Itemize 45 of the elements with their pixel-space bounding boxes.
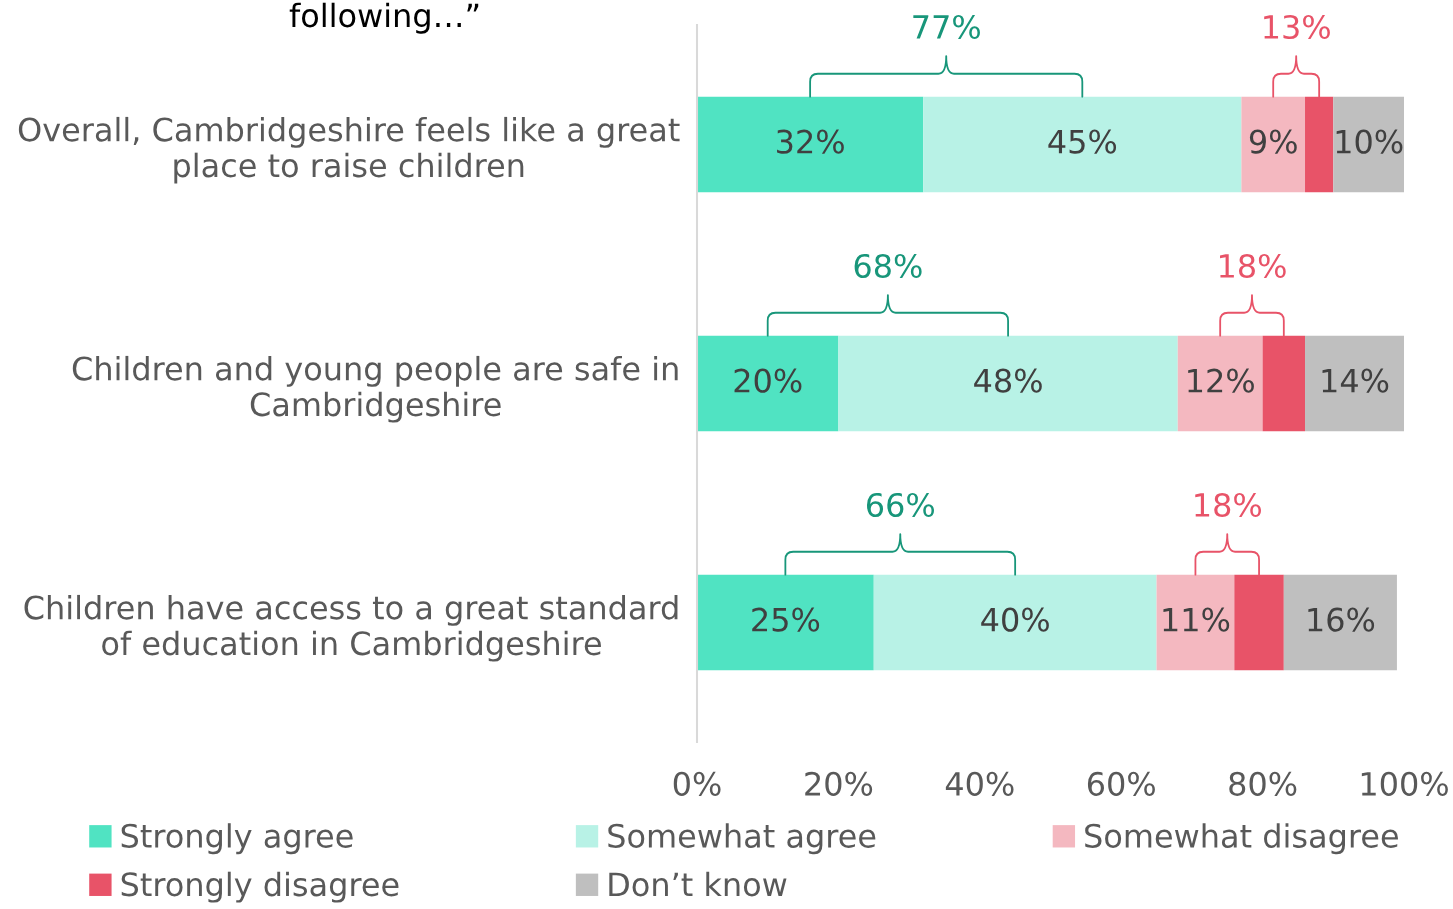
annotation: 18%	[1220, 253, 1286, 279]
data-label: 20%	[734, 368, 802, 393]
annotation: 66%	[866, 492, 934, 518]
data-label: 9%	[1249, 129, 1297, 154]
legend-label: Somewhat disagree	[1085, 823, 1398, 855]
bar	[1241, 96, 1306, 193]
x-tick-label: 60%	[1087, 771, 1155, 796]
bar	[1283, 574, 1397, 671]
y-tick-label: Overall, Cambridgeshire feels like a great place to raise children	[18, 116, 680, 184]
y-tick-label: Children have access to a great standard of education in Cambridgeshire	[24, 594, 678, 662]
x-tick-label: 40%	[945, 771, 1014, 796]
legend-label: Don’t know	[609, 871, 787, 897]
bar	[1305, 335, 1404, 432]
annotation: 13%	[1264, 14, 1330, 40]
data-label: 48%	[974, 368, 1042, 393]
x-tick-label: 80%	[1229, 771, 1297, 796]
data-label: 16%	[1308, 607, 1375, 632]
bar	[838, 335, 1178, 432]
annotation: 18%	[1195, 492, 1261, 518]
bar	[697, 335, 839, 432]
bar	[1156, 574, 1235, 671]
bar	[923, 96, 1242, 193]
bar	[697, 96, 924, 193]
bar	[1333, 96, 1404, 193]
data-label: 11%	[1163, 607, 1230, 632]
bar	[697, 574, 874, 671]
bar	[1177, 335, 1263, 432]
data-label: 45%	[1048, 129, 1117, 154]
annotation: 68%	[854, 253, 922, 279]
legend-label: Strongly disagree	[121, 871, 399, 903]
x-tick-label: 100%	[1361, 771, 1448, 796]
y-tick-label: Children and young people are safe in Cambridgeshire	[72, 355, 678, 423]
bar	[873, 574, 1157, 671]
data-label: 40%	[981, 607, 1049, 632]
data-label: 25%	[752, 607, 820, 632]
data-label: 32%	[777, 129, 844, 154]
data-label: 10%	[1336, 129, 1403, 154]
annotation: 77%	[913, 14, 980, 40]
x-tick-label: 20%	[805, 771, 873, 796]
data-label: 12%	[1188, 368, 1254, 393]
data-label: 14%	[1322, 368, 1389, 393]
legend-label: Somewhat agree	[608, 823, 876, 855]
text: following…”	[289, 2, 479, 34]
x-tick-label: 0%	[673, 771, 721, 796]
legend-label: Strongly agree	[121, 823, 353, 855]
